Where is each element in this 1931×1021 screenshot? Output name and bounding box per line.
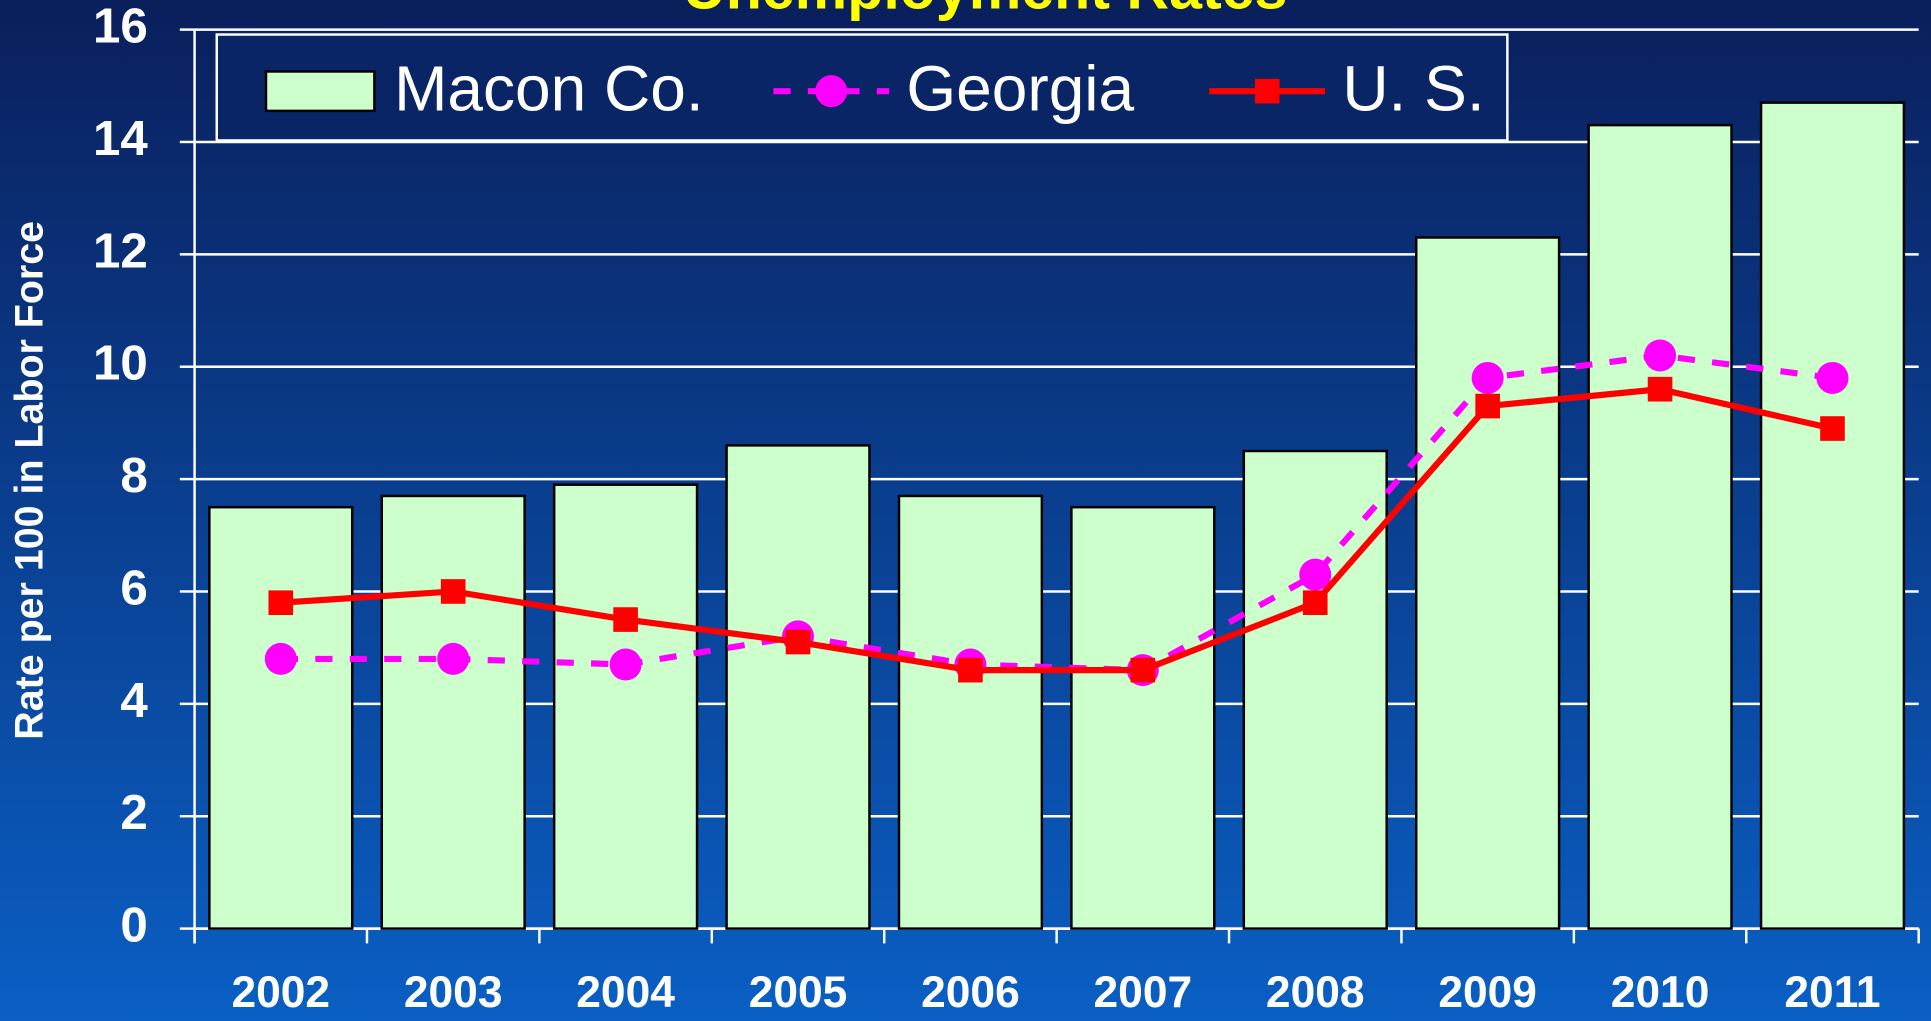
marker [268, 590, 294, 616]
x-tick-label: 2002 [231, 968, 330, 1017]
bar [897, 494, 1044, 930]
marker [1302, 590, 1328, 616]
marker [785, 629, 811, 655]
marker [1644, 339, 1677, 372]
x-tick-label: 2009 [1438, 968, 1537, 1017]
y-axis-label: Rate per 100 in Labor Force [7, 221, 51, 740]
bar [380, 494, 526, 930]
marker [1471, 361, 1504, 394]
legend-marker [1254, 78, 1280, 104]
y-tick-label: 16 [93, 0, 148, 54]
legend-swatch [264, 70, 376, 113]
x-tick-label: 2006 [921, 968, 1020, 1017]
x-tick-label: 2010 [1611, 968, 1710, 1017]
x-tick-label: 2008 [1266, 968, 1365, 1017]
chart-title: Unemployment Rates [683, 0, 1287, 21]
bar [1242, 449, 1388, 930]
marker [1299, 558, 1332, 591]
y-tick-label: 8 [120, 448, 147, 503]
marker [1820, 416, 1845, 441]
x-tick-label: 2011 [1784, 968, 1880, 1017]
marker [613, 607, 638, 632]
legend-label: U. S. [1342, 53, 1484, 125]
bar [725, 444, 871, 930]
marker [437, 642, 470, 675]
bar [1414, 236, 1561, 930]
y-tick-label: 0 [120, 898, 147, 953]
x-tick-label: 2007 [1094, 968, 1193, 1017]
marker [1475, 393, 1500, 419]
legend-label: Georgia [906, 53, 1134, 125]
bar [1759, 101, 1906, 930]
bar [1587, 123, 1733, 930]
marker [958, 657, 983, 683]
line [280, 386, 1834, 674]
marker [1647, 376, 1673, 402]
y-tick-label: 6 [120, 560, 147, 615]
marker [1130, 657, 1156, 683]
bar [552, 483, 699, 930]
bar [1070, 505, 1216, 930]
y-tick-label: 2 [120, 785, 147, 840]
legend-label: Macon Co. [394, 53, 704, 125]
y-tick-label: 14 [93, 111, 148, 166]
y-tick-label: 4 [120, 673, 148, 728]
marker [264, 642, 297, 675]
marker [609, 648, 642, 681]
bar [208, 505, 354, 930]
x-tick-label: 2004 [576, 968, 675, 1017]
y-tick-label: 10 [93, 336, 148, 391]
x-tick-label: 2005 [749, 968, 848, 1017]
marker [1816, 361, 1849, 394]
marker [440, 579, 466, 604]
y-tick-label: 12 [93, 223, 148, 278]
legend-box [215, 33, 1509, 142]
x-tick-label: 2003 [404, 968, 503, 1017]
legend-marker [815, 75, 848, 108]
